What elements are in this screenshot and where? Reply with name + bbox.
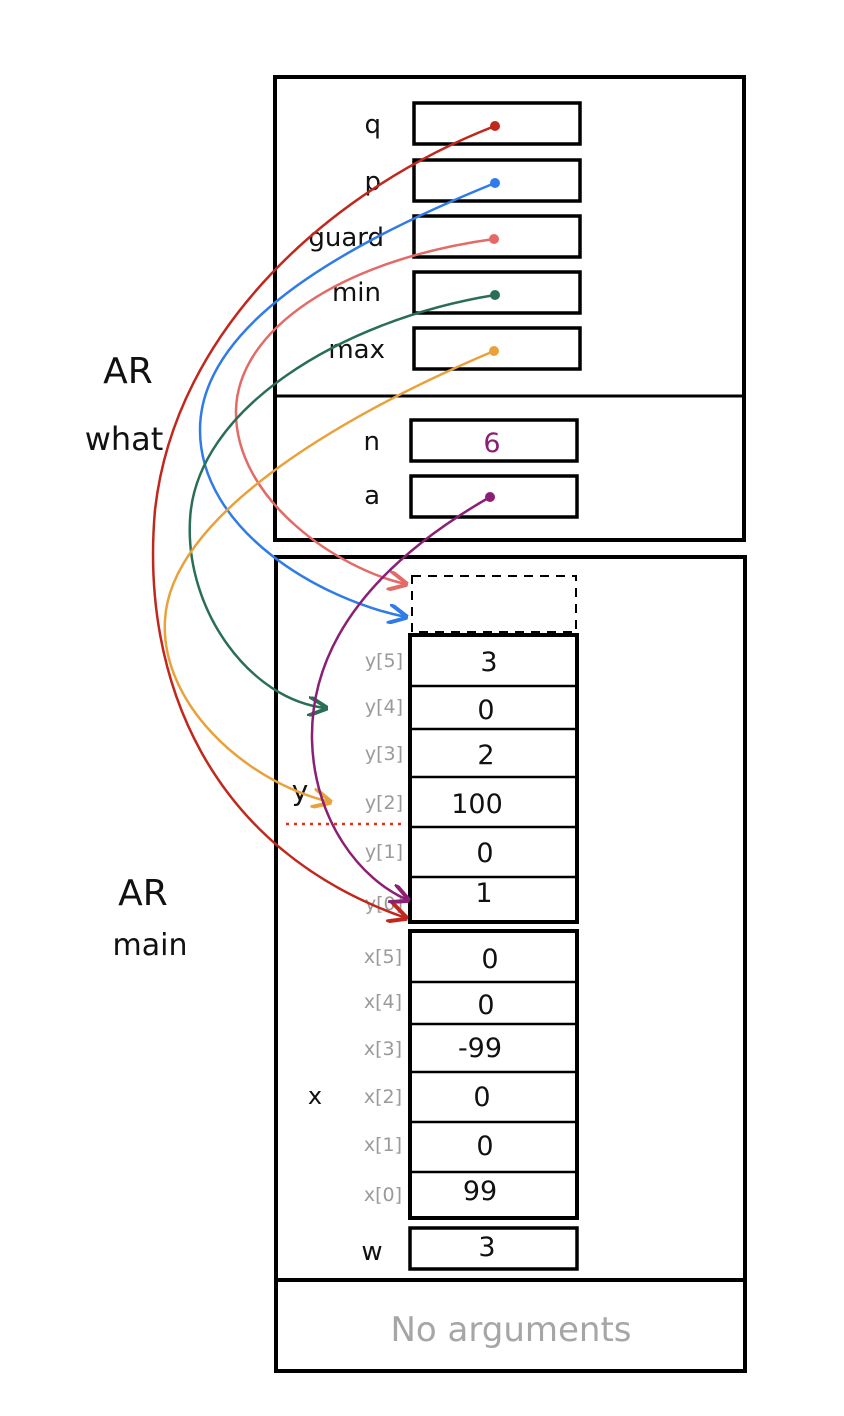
x0-index: x[0] bbox=[364, 1184, 402, 1206]
y2-value: 100 bbox=[451, 789, 503, 820]
ar-what-title: AR what bbox=[85, 351, 164, 458]
y3-index: y[3] bbox=[365, 743, 403, 765]
y3-value: 2 bbox=[477, 740, 494, 771]
x3-value: -99 bbox=[458, 1033, 502, 1064]
ar-what-locals: q p guard min max bbox=[308, 101, 582, 371]
q-cell bbox=[412, 101, 582, 146]
ar-main-title-line1: AR bbox=[118, 873, 168, 914]
y-array: 3 0 2 100 0 1 y[5] y[4] y[3] y[2] y[1] y… bbox=[286, 633, 579, 924]
y1-index: y[1] bbox=[365, 841, 403, 863]
x-array: 0 0 -99 0 0 99 x[5] x[4] x[3] x[2] x[1] … bbox=[308, 929, 579, 1220]
x3-index: x[3] bbox=[364, 1038, 402, 1060]
p-pointer-dot bbox=[490, 178, 500, 188]
no-arguments-text: No arguments bbox=[390, 1310, 631, 1350]
y4-value: 0 bbox=[477, 695, 494, 726]
a-pointer-arrow bbox=[310, 495, 492, 900]
ar-what-frame bbox=[273, 75, 746, 542]
max-pointer-arrow bbox=[163, 349, 496, 802]
q-pointer-arrow bbox=[151, 124, 497, 918]
a-pointer-dot bbox=[485, 492, 495, 502]
ar-main-title: AR main bbox=[113, 873, 188, 963]
a-cell bbox=[409, 474, 579, 519]
max-label: max bbox=[328, 335, 385, 365]
pointer-origin-dots bbox=[485, 121, 500, 502]
y4-index: y[4] bbox=[365, 696, 403, 718]
x1-index: x[1] bbox=[364, 1134, 402, 1156]
guard-cell bbox=[412, 214, 582, 259]
y5-index: y[5] bbox=[365, 650, 403, 672]
x2-value: 0 bbox=[473, 1082, 490, 1113]
ar-main-frame bbox=[274, 555, 747, 1373]
p-label: p bbox=[364, 167, 381, 197]
x-array-label: x bbox=[308, 1082, 322, 1110]
y-array-label: y bbox=[292, 774, 309, 807]
x2-index: x[2] bbox=[364, 1086, 402, 1108]
p-cell bbox=[412, 158, 582, 203]
w-label: w bbox=[361, 1237, 382, 1267]
y2-index: y[2] bbox=[365, 792, 403, 814]
a-label: a bbox=[364, 481, 380, 511]
x4-value: 0 bbox=[477, 990, 494, 1021]
ar-what-title-line2: what bbox=[85, 420, 164, 458]
x4-index: x[4] bbox=[364, 991, 402, 1013]
w-cell bbox=[408, 1226, 579, 1271]
w-variable: 3 w bbox=[361, 1226, 579, 1271]
q-pointer-dot bbox=[490, 121, 500, 131]
x1-value: 0 bbox=[476, 1131, 493, 1162]
n-value: 6 bbox=[483, 428, 500, 459]
x0-value: 99 bbox=[463, 1176, 497, 1207]
y1-value: 0 bbox=[476, 838, 493, 869]
empty-dashed-cell bbox=[411, 575, 577, 633]
ar-what-params: n a 6 bbox=[364, 418, 579, 519]
n-label: n bbox=[364, 427, 380, 457]
n-cell bbox=[409, 418, 579, 463]
min-label: min bbox=[332, 278, 381, 308]
min-pointer-dot bbox=[490, 290, 500, 300]
args-frame bbox=[274, 1278, 747, 1373]
max-pointer-dot bbox=[489, 346, 499, 356]
guard-pointer-arrow bbox=[234, 237, 496, 584]
x5-index: x[5] bbox=[364, 946, 402, 968]
guard-pointer-dot bbox=[489, 234, 499, 244]
min-pointer-arrow bbox=[188, 293, 497, 708]
ar-what-title-line1: AR bbox=[103, 351, 153, 392]
y0-value: 1 bbox=[475, 878, 492, 909]
x5-value: 0 bbox=[481, 944, 498, 975]
max-cell bbox=[412, 326, 582, 371]
ar-main-title-line2: main bbox=[113, 928, 188, 963]
pointer-arrows bbox=[151, 124, 497, 918]
w-value: 3 bbox=[478, 1232, 495, 1263]
y5-value: 3 bbox=[480, 647, 497, 678]
p-pointer-arrow bbox=[198, 181, 497, 617]
min-cell bbox=[412, 270, 582, 315]
q-label: q bbox=[364, 110, 381, 140]
